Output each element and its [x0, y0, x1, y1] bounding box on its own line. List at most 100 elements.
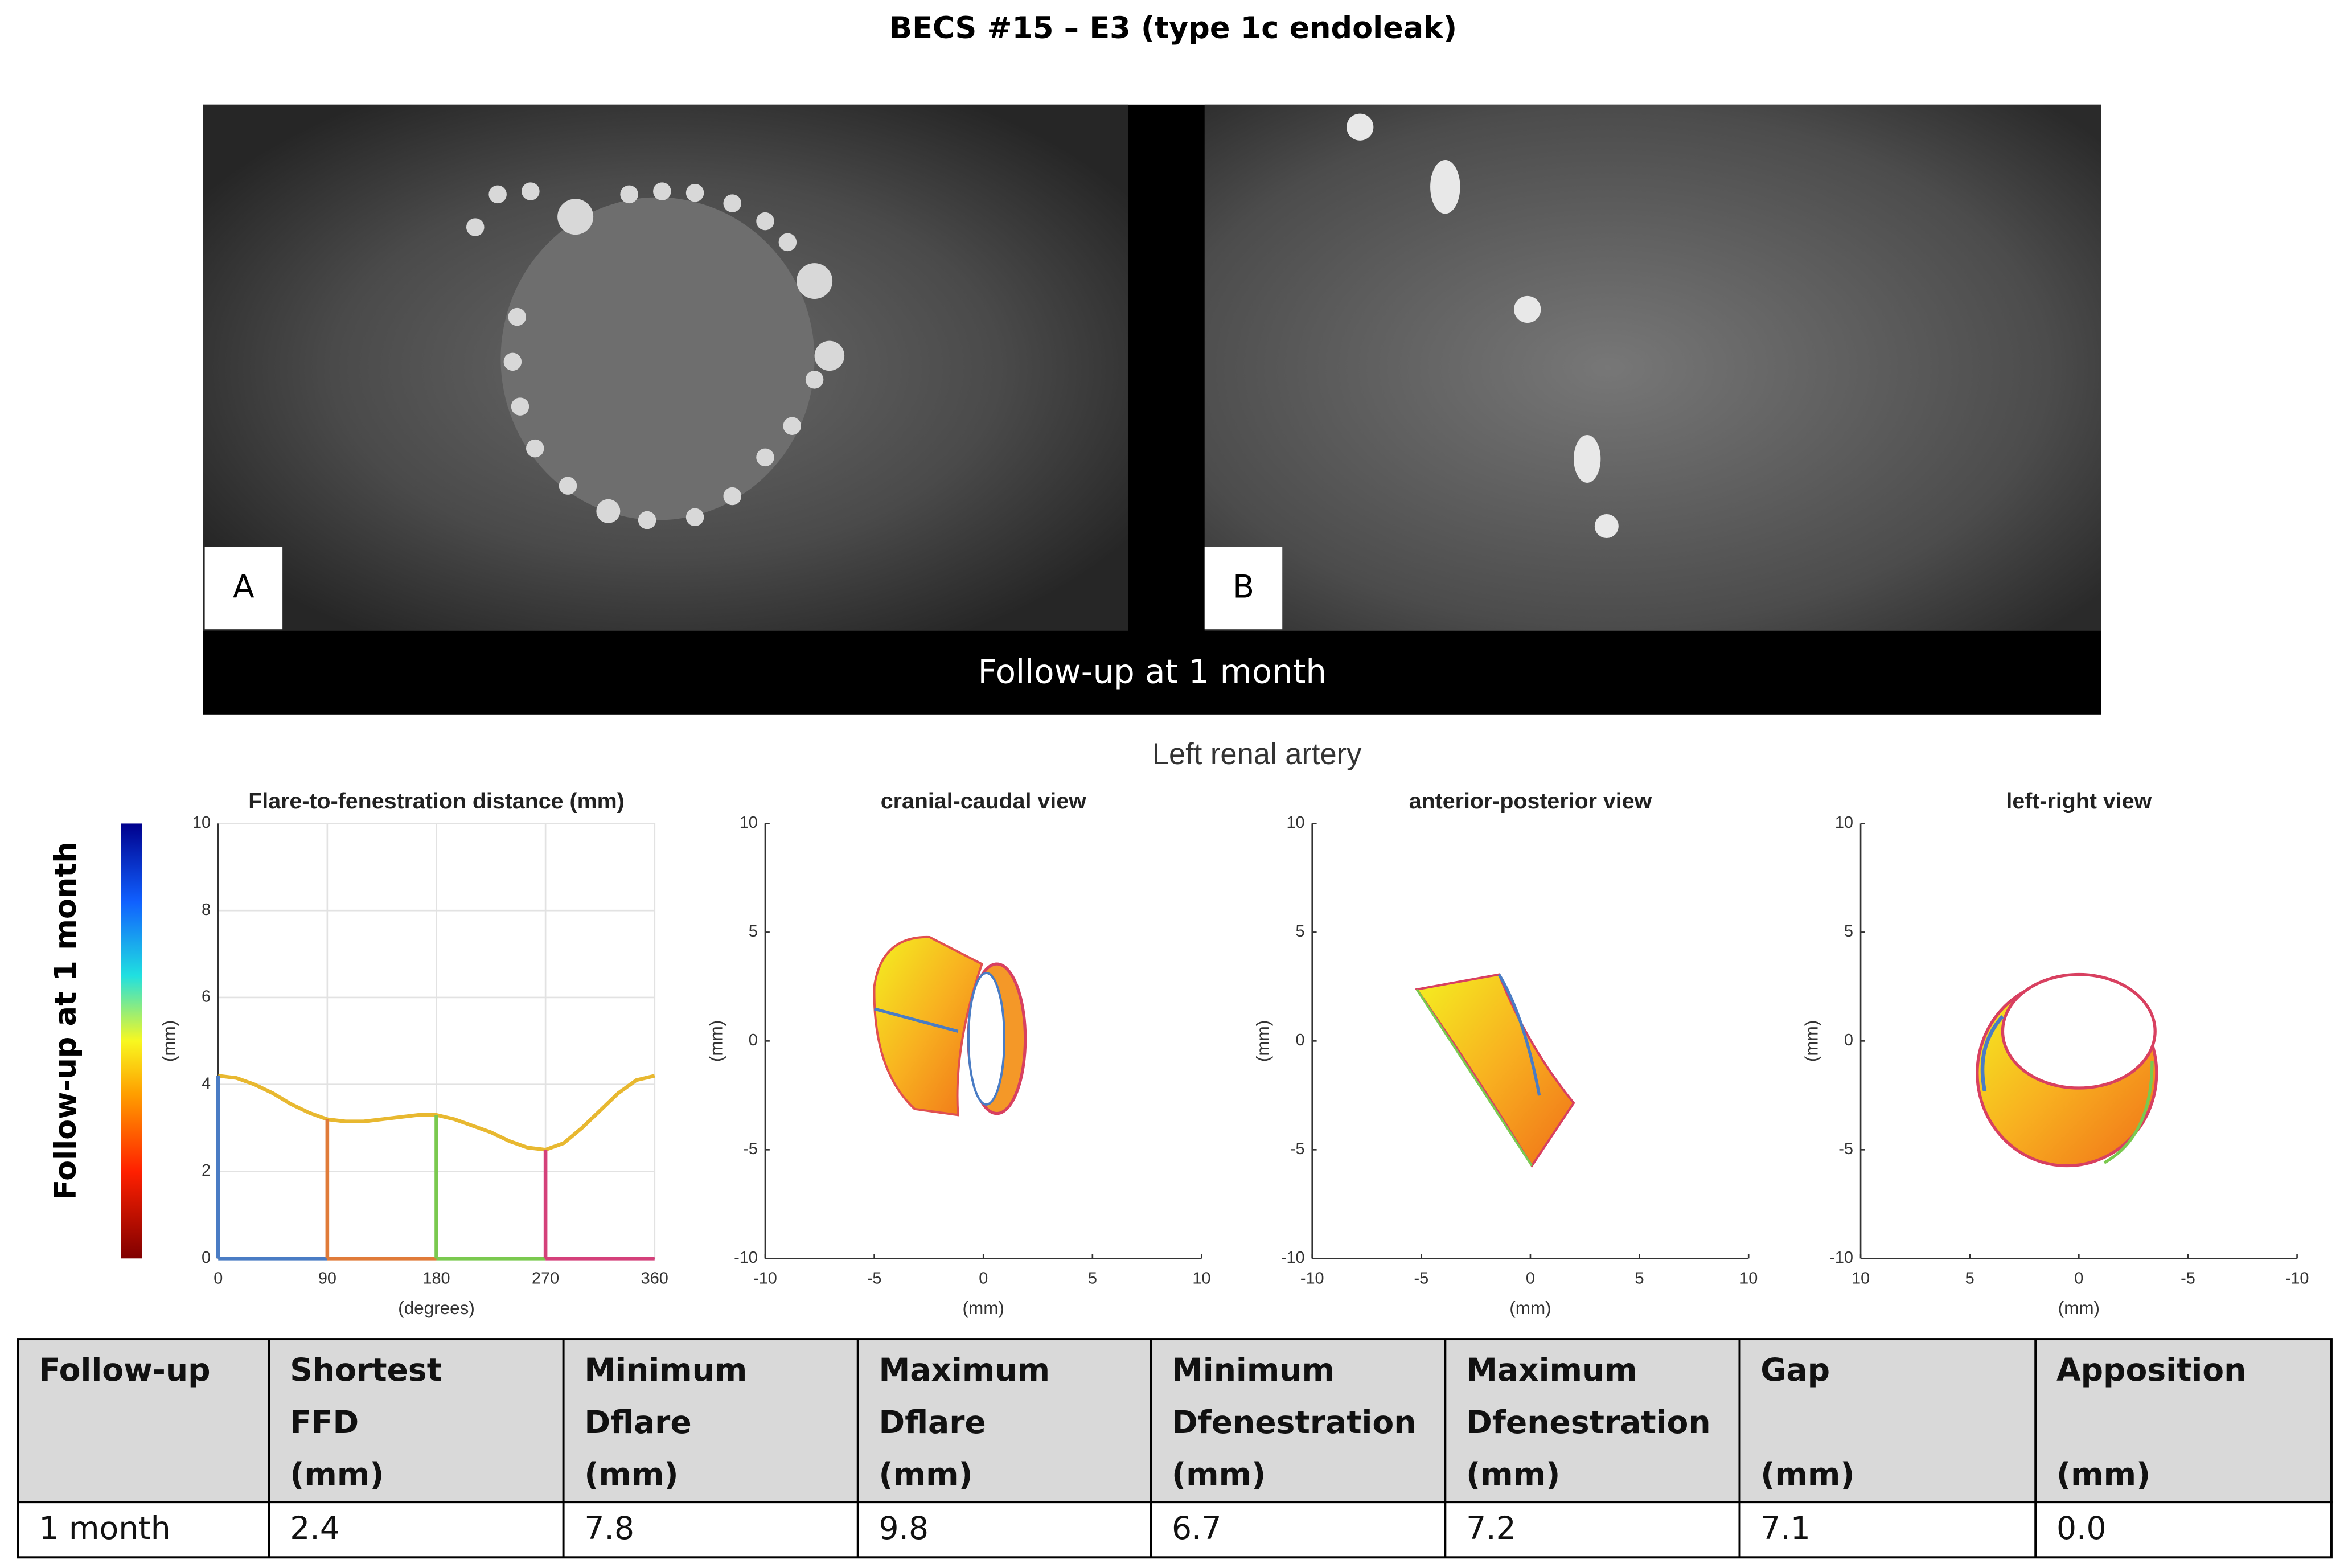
chart-title: left-right view	[2006, 789, 2152, 814]
y-tick-label: -5	[1290, 1140, 1305, 1158]
header-cell: FFD	[290, 1404, 359, 1440]
x-tick-label: 5	[1965, 1270, 1974, 1288]
header-cell: Dfenestration	[1466, 1404, 1711, 1440]
panel-caption: Follow-up at 1 month	[978, 652, 1327, 691]
y-tick-label: 8	[202, 901, 211, 919]
y-axis-label: (mm)	[705, 1020, 726, 1062]
y-tick-label: 2	[202, 1161, 211, 1180]
x-tick-label: -5	[2181, 1270, 2195, 1288]
surface-anterior-posterior	[1415, 973, 1575, 1168]
x-tick-label: 5	[1088, 1270, 1097, 1288]
panel-label: B	[1233, 568, 1254, 605]
y-tick-label: 10	[192, 814, 211, 832]
x-tick-label: 180	[422, 1270, 450, 1288]
y-tick-label: -5	[1838, 1140, 1853, 1158]
surface-cranial-caudal	[873, 935, 1027, 1117]
x-tick-label: 10	[1852, 1270, 1870, 1288]
label-box	[204, 547, 283, 630]
table-cell: 7.2	[1466, 1510, 1516, 1546]
ct-image-b	[1204, 104, 2101, 631]
x-tick-label: -10	[2285, 1270, 2309, 1288]
panel-label: A	[233, 568, 254, 605]
x-tick-label: 0	[2074, 1270, 2083, 1288]
header-cell: Shortest	[290, 1352, 442, 1388]
aorta	[500, 197, 815, 520]
y-tick-label: 10	[1286, 814, 1304, 832]
table-cell: 9.8	[879, 1510, 929, 1546]
x-tick-label: 270	[532, 1270, 559, 1288]
y-tick-label: -10	[1281, 1249, 1305, 1267]
header-row	[17, 1338, 2333, 1504]
surface-left-right	[1976, 972, 2158, 1168]
table-cell: 0.0	[2056, 1510, 2107, 1546]
chart-title: anterior-posterior view	[1409, 789, 1652, 814]
y-tick-label: 6	[202, 988, 211, 1006]
table-cell: 6.7	[1172, 1510, 1222, 1546]
x-tick-label: -10	[1300, 1270, 1324, 1288]
label-box	[1204, 547, 1283, 630]
x-tick-label: 10	[1739, 1270, 1758, 1288]
y-tick-label: 0	[1296, 1031, 1305, 1049]
y-tick-label: 5	[1296, 922, 1305, 941]
table-cell: 7.1	[1760, 1510, 1811, 1546]
header-cell: (mm)	[879, 1456, 972, 1493]
colorbar-label: Follow-up at 1 month	[48, 842, 83, 1200]
y-tick-label: 0	[1844, 1031, 1853, 1049]
stent-markers-b	[1347, 113, 1619, 539]
x-tick-label: -5	[1414, 1270, 1429, 1288]
chart-title: Flare-to-fenestration distance (mm)	[248, 789, 624, 814]
y-tick-label: 10	[1835, 814, 1853, 832]
header-cell: Apposition	[2056, 1352, 2246, 1388]
data-row	[17, 1501, 2333, 1559]
section-title: Left renal artery	[1152, 737, 1362, 771]
header-cell: (mm)	[1466, 1456, 1560, 1493]
x-tick-label: -10	[753, 1270, 777, 1288]
header-cell: Gap	[1760, 1352, 1830, 1388]
y-tick-label: 4	[202, 1074, 211, 1093]
table: Follow-up Shortest FFD (mm) Minimum Dflare (mm…	[17, 1338, 2333, 1559]
header-cell: Minimum	[1172, 1352, 1335, 1388]
table-cell: 2.4	[290, 1510, 340, 1546]
y-tick-label: -5	[743, 1140, 758, 1158]
table-cell: 1 month	[39, 1510, 170, 1546]
x-tick-label: 10	[1192, 1270, 1210, 1288]
header-cell: (mm)	[584, 1456, 678, 1493]
y-tick-label: 5	[749, 922, 758, 941]
header-cell: (mm)	[290, 1456, 384, 1493]
y-tick-label: 0	[749, 1031, 758, 1049]
title: BECS #15 – E3 (type 1c endoleak)	[889, 11, 1457, 46]
y-tick-label: 0	[202, 1249, 211, 1267]
x-tick-label: 0	[214, 1270, 223, 1288]
header-cell: Dflare	[584, 1404, 691, 1440]
x-axis-label: (mm)	[963, 1298, 1004, 1318]
header-cell: Maximum	[1466, 1352, 1637, 1388]
y-axis-label: (mm)	[159, 1020, 179, 1062]
stent-markers	[466, 182, 845, 529]
x-tick-label: 90	[318, 1270, 336, 1288]
header-cell: (mm)	[1760, 1456, 1854, 1493]
colorbar	[121, 823, 142, 1259]
chart-title: cranial-caudal view	[881, 789, 1086, 814]
y-tick-label: -10	[734, 1249, 758, 1267]
y-axis-label: (mm)	[1801, 1020, 1821, 1062]
header-cell: Follow-up	[39, 1352, 210, 1388]
x-tick-label: 5	[1635, 1270, 1644, 1288]
x-tick-label: -5	[867, 1270, 882, 1288]
x-axis-label: (mm)	[1509, 1298, 1551, 1318]
header-cell: Dfenestration	[1172, 1404, 1417, 1440]
charts: Flare-to-fenestration distance (mm) (degr…	[159, 789, 2309, 1318]
y-tick-label: 5	[1844, 922, 1853, 941]
x-axis-label: (mm)	[2058, 1298, 2100, 1318]
x-tick-label: 0	[1526, 1270, 1535, 1288]
header-cell: (mm)	[1172, 1456, 1266, 1493]
x-tick-label: 0	[979, 1270, 988, 1288]
table-cell: 7.8	[584, 1510, 634, 1546]
y-axis-label: (mm)	[1253, 1020, 1273, 1062]
header-cell: (mm)	[2056, 1456, 2150, 1493]
header-cell: Maximum	[879, 1352, 1050, 1388]
y-tick-label: 10	[740, 814, 758, 832]
y-tick-label: -10	[1829, 1249, 1853, 1267]
x-tick-label: 360	[641, 1270, 668, 1288]
